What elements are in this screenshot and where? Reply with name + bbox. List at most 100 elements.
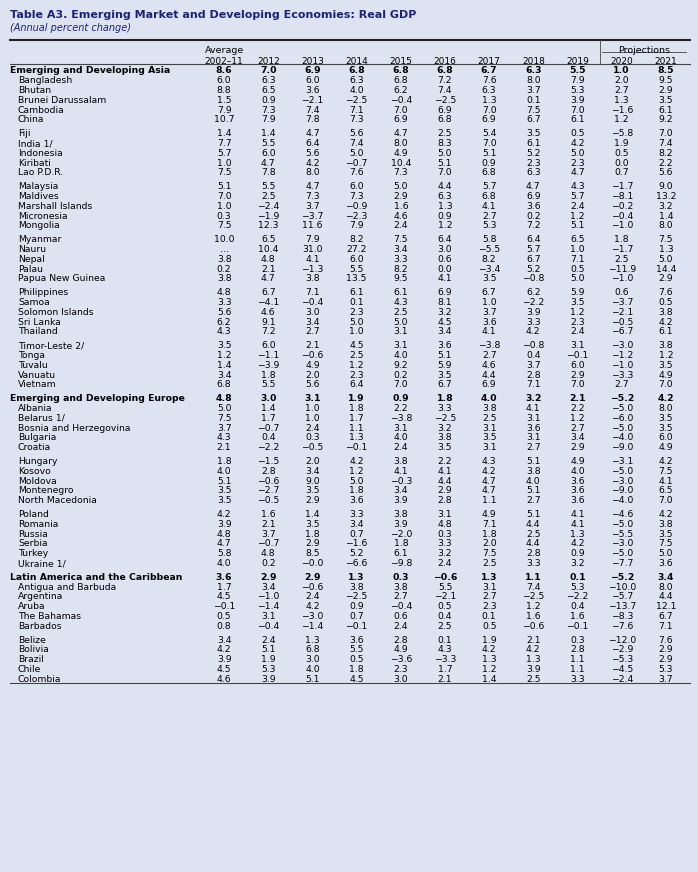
Text: 1.4: 1.4 xyxy=(217,129,232,139)
Text: 7.6: 7.6 xyxy=(349,168,364,178)
Text: 4.2: 4.2 xyxy=(305,603,320,611)
Text: 2.9: 2.9 xyxy=(570,443,585,453)
Text: 4.9: 4.9 xyxy=(570,457,585,467)
Text: 1.3: 1.3 xyxy=(614,96,629,105)
Text: 0.7: 0.7 xyxy=(349,612,364,621)
Text: Marshall Islands: Marshall Islands xyxy=(18,202,92,211)
Text: Croatia: Croatia xyxy=(18,443,51,453)
Text: 7.5: 7.5 xyxy=(394,235,408,244)
Text: 1.3: 1.3 xyxy=(526,655,541,664)
Text: 3.6: 3.6 xyxy=(438,341,452,351)
Text: 6.8: 6.8 xyxy=(482,168,496,178)
Text: 4.7: 4.7 xyxy=(482,477,496,486)
Text: 5.5: 5.5 xyxy=(261,140,276,148)
Text: −1.0: −1.0 xyxy=(611,361,633,370)
Text: 1.1: 1.1 xyxy=(482,496,496,505)
Text: 6.0: 6.0 xyxy=(305,76,320,85)
Text: 0.3: 0.3 xyxy=(217,212,232,221)
Text: 3.5: 3.5 xyxy=(659,96,673,105)
Text: 6.9: 6.9 xyxy=(482,115,496,125)
Text: −1.0: −1.0 xyxy=(257,592,279,602)
Text: 3.3: 3.3 xyxy=(570,675,585,684)
Text: 5.2: 5.2 xyxy=(526,265,541,274)
Text: 4.5: 4.5 xyxy=(217,592,231,602)
Text: −0.5: −0.5 xyxy=(611,317,633,327)
Text: 4.4: 4.4 xyxy=(438,182,452,191)
Text: 0.3: 0.3 xyxy=(438,529,452,539)
Text: 2.9: 2.9 xyxy=(659,86,674,95)
Text: −0.4: −0.4 xyxy=(389,603,412,611)
Text: 1.8: 1.8 xyxy=(305,529,320,539)
Text: 1.4: 1.4 xyxy=(305,510,320,519)
Text: 3.6: 3.6 xyxy=(526,424,541,433)
Text: 7.5: 7.5 xyxy=(217,414,231,423)
Text: 3.5: 3.5 xyxy=(659,414,673,423)
Text: 2018: 2018 xyxy=(522,57,545,66)
Text: 2.9: 2.9 xyxy=(659,655,674,664)
Text: 2.9: 2.9 xyxy=(659,645,674,655)
Text: 9.0: 9.0 xyxy=(305,477,320,486)
Text: −3.4: −3.4 xyxy=(478,265,500,274)
Text: 4.7: 4.7 xyxy=(261,159,276,167)
Text: −5.7: −5.7 xyxy=(611,592,633,602)
Text: Latin America and the Caribbean: Latin America and the Caribbean xyxy=(10,573,182,582)
Text: 4.8: 4.8 xyxy=(261,255,276,264)
Text: Timor-Leste 2/: Timor-Leste 2/ xyxy=(18,341,84,351)
Text: 7.0: 7.0 xyxy=(570,106,585,115)
Text: 3.6: 3.6 xyxy=(570,487,585,495)
Text: Lao P.D.R.: Lao P.D.R. xyxy=(18,168,63,178)
Text: 7.1: 7.1 xyxy=(482,520,496,529)
Text: Bolivia: Bolivia xyxy=(18,645,49,655)
Text: 7.3: 7.3 xyxy=(349,192,364,201)
Text: 4.1: 4.1 xyxy=(526,404,541,413)
Text: Table A3. Emerging Market and Developing Economies: Real GDP: Table A3. Emerging Market and Developing… xyxy=(10,10,417,20)
Text: 1.6: 1.6 xyxy=(394,202,408,211)
Text: 3.7: 3.7 xyxy=(305,202,320,211)
Text: 2.1: 2.1 xyxy=(526,636,541,644)
Text: 3.4: 3.4 xyxy=(349,520,364,529)
Text: 1.3: 1.3 xyxy=(481,573,498,582)
Text: 1.4: 1.4 xyxy=(482,675,496,684)
Text: …: … xyxy=(219,245,229,254)
Text: 0.9: 0.9 xyxy=(570,549,585,558)
Text: 2017: 2017 xyxy=(477,57,500,66)
Text: Moldova: Moldova xyxy=(18,477,57,486)
Text: 6.8: 6.8 xyxy=(482,192,496,201)
Text: Kiribati: Kiribati xyxy=(18,159,51,167)
Text: 1.3: 1.3 xyxy=(349,433,364,442)
Text: 1.2: 1.2 xyxy=(570,308,585,317)
Text: Bulgaria: Bulgaria xyxy=(18,433,57,442)
Text: 13.2: 13.2 xyxy=(655,192,676,201)
Text: 1.3: 1.3 xyxy=(482,655,496,664)
Text: 8.0: 8.0 xyxy=(305,168,320,178)
Text: −5.2: −5.2 xyxy=(609,394,634,403)
Text: 6.4: 6.4 xyxy=(305,140,320,148)
Text: Fiji: Fiji xyxy=(18,129,31,139)
Text: 3.8: 3.8 xyxy=(394,510,408,519)
Text: Kosovo: Kosovo xyxy=(18,467,51,476)
Text: 1.7: 1.7 xyxy=(217,582,232,592)
Text: 1.0: 1.0 xyxy=(217,159,232,167)
Text: −2.0: −2.0 xyxy=(389,529,412,539)
Text: 3.6: 3.6 xyxy=(216,573,232,582)
Text: 4.2: 4.2 xyxy=(659,457,674,467)
Text: 3.7: 3.7 xyxy=(526,86,541,95)
Text: 1.3: 1.3 xyxy=(659,245,674,254)
Text: Hungary: Hungary xyxy=(18,457,57,467)
Text: 6.4: 6.4 xyxy=(438,235,452,244)
Text: 0.8: 0.8 xyxy=(217,622,232,631)
Text: 8.0: 8.0 xyxy=(394,140,408,148)
Text: 3.9: 3.9 xyxy=(394,496,408,505)
Text: 5.0: 5.0 xyxy=(659,255,673,264)
Text: Philippines: Philippines xyxy=(18,289,68,297)
Text: −1.5: −1.5 xyxy=(257,457,279,467)
Text: 2.9: 2.9 xyxy=(394,192,408,201)
Text: Micronesia: Micronesia xyxy=(18,212,68,221)
Text: 3.1: 3.1 xyxy=(438,510,452,519)
Text: 3.8: 3.8 xyxy=(349,582,364,592)
Text: 2.0: 2.0 xyxy=(482,540,496,548)
Text: 7.5: 7.5 xyxy=(217,168,231,178)
Text: 7.1: 7.1 xyxy=(526,380,541,390)
Text: −2.3: −2.3 xyxy=(346,212,368,221)
Text: 5.1: 5.1 xyxy=(261,645,276,655)
